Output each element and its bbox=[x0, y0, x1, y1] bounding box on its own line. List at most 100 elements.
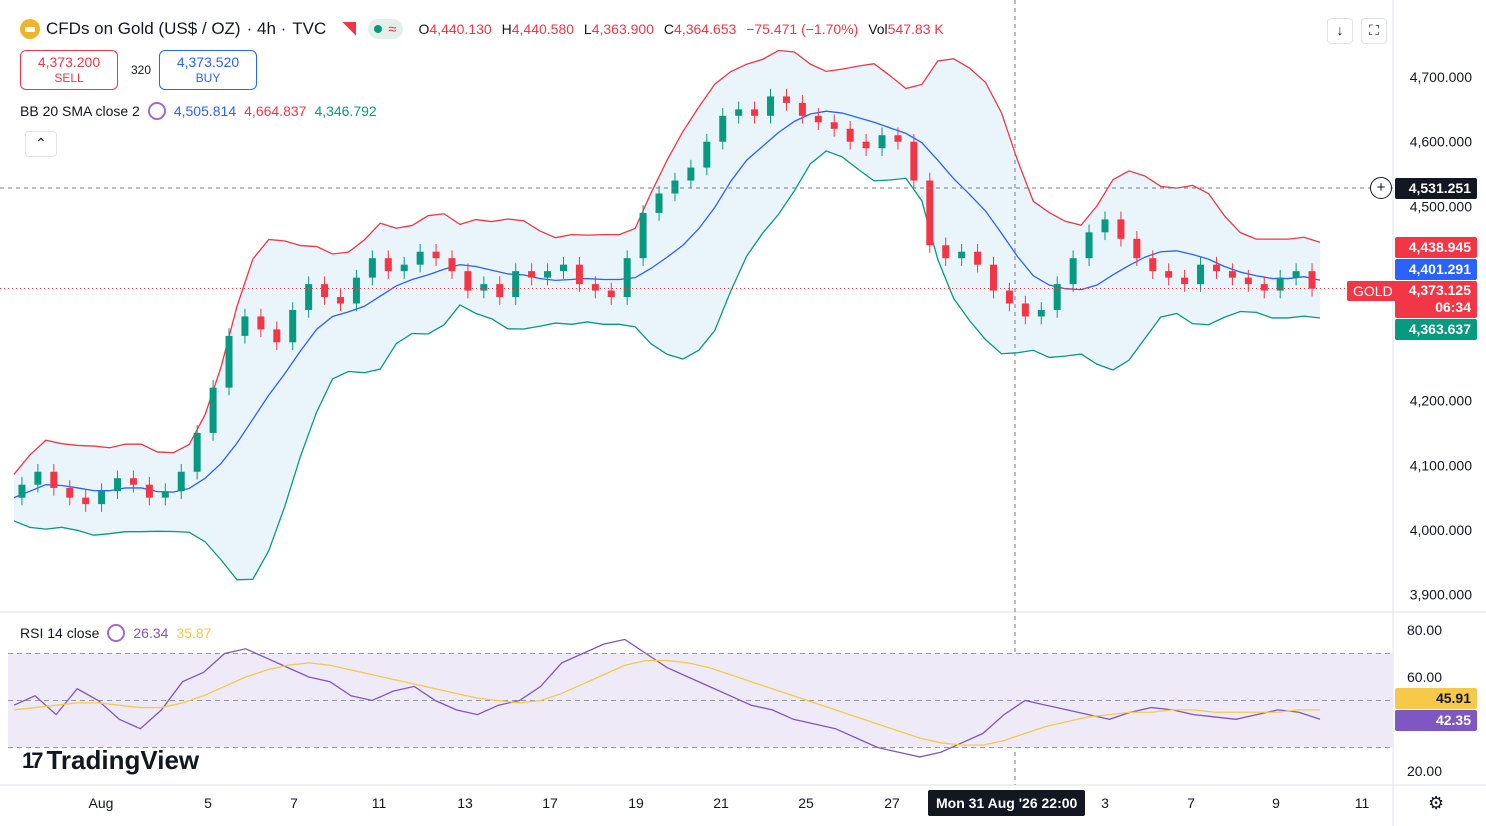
sell-price: 4,373.200 bbox=[37, 54, 101, 70]
candle-body bbox=[241, 316, 249, 336]
change-value: −75.471 (−1.70%) bbox=[746, 21, 859, 37]
candle-body bbox=[814, 115, 822, 123]
candle-body bbox=[129, 478, 137, 485]
candle-body bbox=[735, 109, 743, 116]
candle-body bbox=[1212, 264, 1220, 272]
sell-label: SELL bbox=[54, 71, 84, 85]
settings-gear-icon[interactable]: ⚙ bbox=[1428, 793, 1445, 813]
time-tick-label: 5 bbox=[204, 795, 212, 811]
time-tick-label: 13 bbox=[457, 795, 473, 811]
source-cycle-icon[interactable] bbox=[147, 102, 166, 120]
candle-body bbox=[496, 284, 504, 298]
time-tick-label: 27 bbox=[884, 795, 900, 811]
rsi-ma-value: 35.87 bbox=[176, 625, 212, 641]
candle-body bbox=[161, 491, 169, 498]
candle-body bbox=[671, 180, 679, 194]
candle-body bbox=[782, 96, 790, 103]
rsi-value: 26.34 bbox=[133, 625, 169, 641]
candle-body bbox=[1244, 277, 1252, 285]
candle-body bbox=[1308, 271, 1316, 289]
rsi-tick-label: 80.00 bbox=[1407, 622, 1442, 638]
price-tick-label: 4,700.000 bbox=[1410, 69, 1472, 85]
candle-body bbox=[273, 329, 281, 343]
candle-body bbox=[1085, 232, 1093, 259]
crosshair-time-label: Mon 31 Aug '26 22:00 bbox=[928, 790, 1086, 816]
rsi-cycle-icon[interactable] bbox=[107, 624, 126, 642]
time-tick-label: 11 bbox=[372, 795, 387, 811]
symbol-name[interactable]: CFDs on Gold (US$ / OZ) bbox=[46, 19, 241, 38]
logo-text: TradingView bbox=[46, 745, 200, 775]
download-icon[interactable]: ↓ bbox=[1327, 18, 1353, 44]
volume-value: 547.83 K bbox=[887, 21, 944, 37]
candle-body bbox=[910, 141, 918, 181]
candle-body bbox=[305, 284, 313, 310]
candle-body bbox=[1005, 290, 1013, 304]
candle-body bbox=[575, 264, 583, 285]
time-tick-label: 7 bbox=[290, 795, 298, 811]
candle-body bbox=[1197, 264, 1205, 285]
candle-body bbox=[34, 471, 42, 485]
candle-body bbox=[177, 471, 185, 492]
candle-body bbox=[528, 271, 536, 278]
buy-button[interactable]: 4,373.520 BUY bbox=[159, 50, 257, 90]
bb-lower-value: 4,346.792 bbox=[314, 103, 377, 119]
rsi-tick-label: 20.00 bbox=[1407, 763, 1442, 779]
candle-body bbox=[1021, 303, 1029, 317]
candle-body bbox=[544, 271, 552, 278]
last-price-label: 4,373.125 06:34 bbox=[1395, 281, 1477, 318]
bb-lower-line bbox=[13, 150, 1321, 581]
rsi-line bbox=[13, 638, 1321, 758]
status-dot-icon bbox=[374, 25, 383, 33]
candle-body bbox=[18, 484, 26, 498]
candle-body bbox=[50, 471, 58, 488]
candle-body bbox=[703, 141, 711, 168]
time-tick-label: 11 bbox=[1355, 795, 1370, 811]
wave-icon: ≈ bbox=[388, 20, 397, 38]
candle-body bbox=[591, 284, 599, 291]
candle-body bbox=[480, 284, 488, 291]
sell-button[interactable]: 4,373.200 SELL bbox=[20, 50, 118, 90]
price-tick-label: 4,000.000 bbox=[1410, 522, 1472, 538]
bb-basis-axis-label: 4,401.291 bbox=[1395, 259, 1477, 280]
ohlc-values: O4,440.130 H4,440.580 L4,363.900 C4,364.… bbox=[418, 21, 944, 37]
chart-header: CFDs on Gold (US$ / OZ) · 4h · TVC ≈ O4,… bbox=[20, 19, 950, 39]
spread-value: 320 bbox=[131, 63, 152, 77]
high-value: 4,440.580 bbox=[511, 21, 575, 37]
rsi-axis-label: 42.35 bbox=[1395, 710, 1477, 731]
candle-body bbox=[942, 245, 950, 259]
candle-body bbox=[958, 251, 966, 259]
fullscreen-icon[interactable]: ⛶ bbox=[1361, 18, 1387, 44]
price-tick-label: 4,600.000 bbox=[1410, 134, 1472, 150]
last-price-value: 4,373.125 bbox=[1408, 282, 1471, 298]
candle-body bbox=[1133, 238, 1141, 259]
time-tick-label: 17 bbox=[542, 795, 558, 811]
candle-body bbox=[384, 258, 392, 272]
buy-price: 4,373.520 bbox=[176, 54, 240, 70]
rsi-ma-axis-label: 45.91 bbox=[1395, 688, 1477, 709]
tradingview-logo[interactable]: 17 TradingView bbox=[22, 745, 199, 776]
status-pill[interactable]: ≈ bbox=[368, 19, 403, 39]
source-label: TVC bbox=[292, 19, 327, 38]
bb-legend[interactable]: BB 20 SMA close 2 4,505.814 4,664.837 4,… bbox=[20, 102, 377, 120]
bb-upper-axis-label: 4,438.945 bbox=[1395, 237, 1477, 258]
candle-body bbox=[464, 271, 472, 291]
rsi-tick-label: 60.00 bbox=[1407, 669, 1442, 685]
candle-body bbox=[1101, 219, 1109, 233]
rsi-legend[interactable]: RSI 14 close 26.34 35.87 bbox=[20, 624, 211, 642]
candle-body bbox=[1165, 271, 1173, 278]
candle-body bbox=[193, 432, 201, 472]
time-tick-label: 3 bbox=[1101, 795, 1109, 811]
candle-body bbox=[1053, 284, 1061, 310]
add-alert-plus-icon[interactable]: + bbox=[1370, 177, 1392, 199]
symbol-ticker-label: GOLD bbox=[1347, 281, 1399, 301]
candle-body bbox=[1292, 271, 1300, 278]
candle-body bbox=[559, 264, 567, 272]
bb-upper-line bbox=[13, 49, 1321, 475]
collapse-legend-chevron-up-icon[interactable]: ⌃ bbox=[25, 131, 57, 157]
candle-body bbox=[416, 251, 424, 265]
rsi-ma-line bbox=[13, 659, 1320, 746]
candle-body bbox=[974, 251, 982, 265]
interval-label[interactable]: · 4h · bbox=[246, 19, 287, 38]
gold-symbol-icon bbox=[20, 19, 40, 39]
